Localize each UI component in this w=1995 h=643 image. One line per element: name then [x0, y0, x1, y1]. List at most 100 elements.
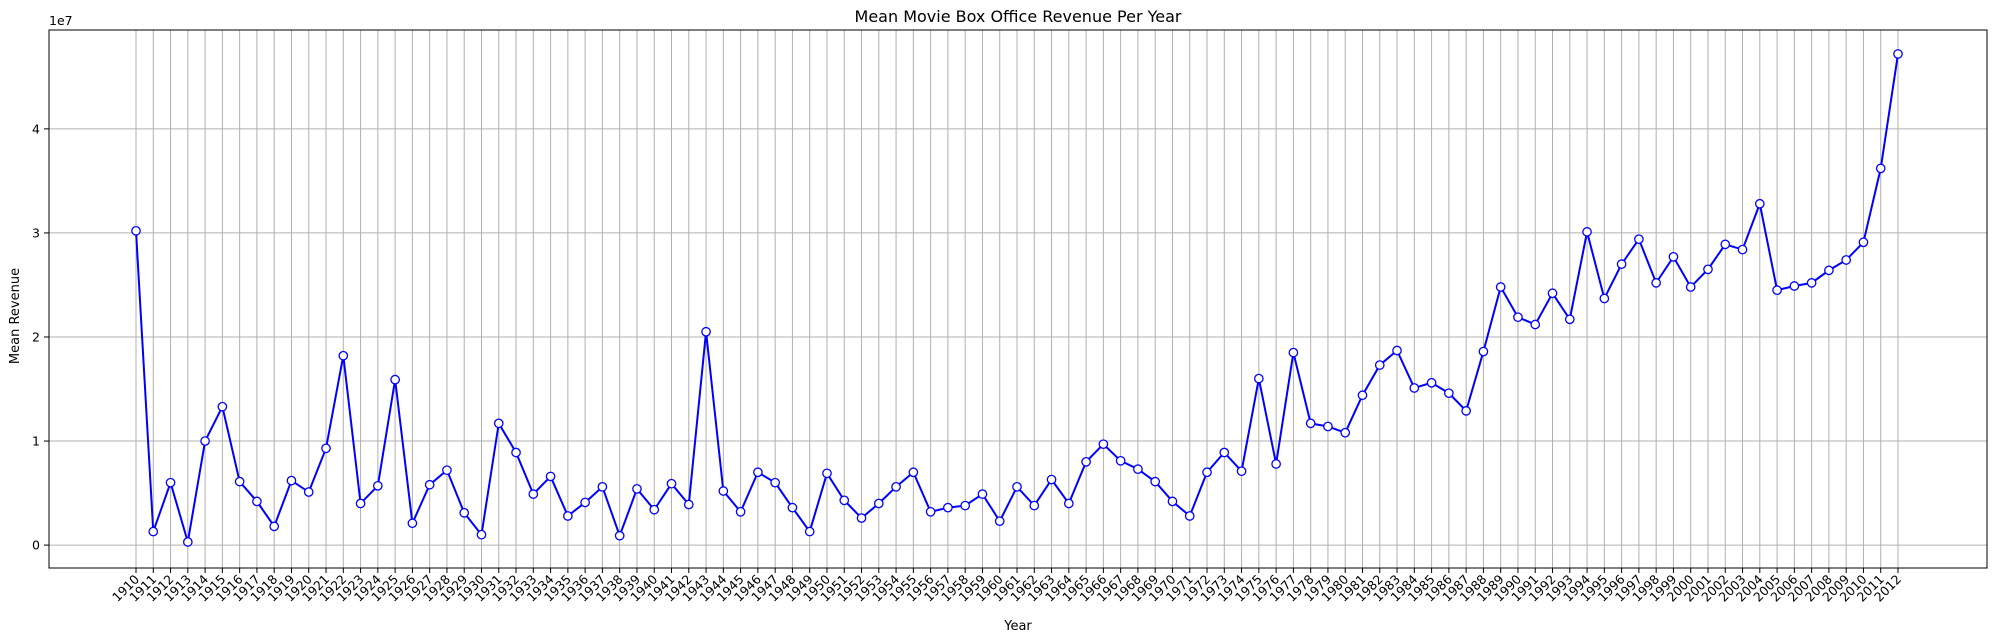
data-point: [1357, 390, 1368, 401]
data-point: [1634, 234, 1644, 245]
data-point: [856, 513, 867, 523]
y-tick-label: 0: [32, 538, 40, 553]
data-point: [1219, 447, 1230, 458]
y-axis-label: Mean Revenue: [8, 268, 23, 364]
data-point: [1875, 163, 1886, 174]
data-point: [1668, 252, 1679, 262]
data-point: [925, 506, 936, 517]
data-point: [321, 443, 331, 454]
y-tick-label: 4: [32, 121, 40, 136]
series-revenue: [131, 49, 1903, 547]
data-point: [1703, 264, 1713, 275]
data-point: [1323, 421, 1333, 432]
data-point: [182, 537, 193, 547]
data-point: [442, 465, 452, 476]
data-point: [131, 225, 141, 236]
data-point: [1495, 282, 1506, 292]
data-point: [148, 526, 159, 537]
data-point: [1288, 347, 1299, 358]
data-point: [1305, 418, 1316, 429]
data-point: [753, 467, 763, 478]
data-point: [1806, 278, 1817, 288]
data-point: [632, 484, 642, 494]
data-point: [977, 489, 988, 499]
data-point: [701, 326, 711, 337]
data-point: [528, 489, 539, 499]
data-point: [822, 468, 832, 479]
data-point: [735, 506, 746, 517]
data-point: [1063, 498, 1074, 509]
data-point: [476, 529, 487, 540]
plot-frame: [48, 29, 1988, 569]
data-point: [891, 481, 901, 492]
data-point: [1115, 455, 1126, 466]
data-point: [303, 487, 314, 497]
data-point: [1167, 496, 1178, 507]
data-point: [1893, 49, 1903, 59]
data-point: [649, 504, 660, 515]
data-point: [787, 502, 798, 513]
data-point: [269, 521, 280, 532]
y-tick-label: 1: [32, 434, 40, 449]
data-point: [908, 467, 919, 478]
data-point: [1478, 346, 1489, 357]
data-point: [1340, 427, 1351, 438]
data-point: [511, 447, 521, 458]
data-point: [1789, 281, 1800, 291]
data-point: [1444, 388, 1454, 399]
data-point: [994, 516, 1005, 527]
data-point: [1599, 293, 1610, 304]
data-point: [1133, 464, 1143, 474]
data-point: [1754, 198, 1765, 209]
data-point: [563, 511, 573, 521]
data-point: [1426, 377, 1437, 388]
data-point: [1046, 474, 1057, 485]
data-point: [666, 478, 677, 489]
data-point: [1720, 239, 1731, 250]
data-point: [165, 477, 176, 488]
data-point: [200, 436, 210, 446]
data-point: [804, 526, 815, 537]
data-point: [1081, 457, 1091, 467]
data-point: [1772, 285, 1782, 296]
data-point: [407, 518, 418, 529]
data-point: [424, 479, 435, 490]
data-point: [1685, 282, 1696, 292]
data-point: [390, 374, 400, 385]
data-point: [1858, 237, 1869, 248]
data-point: [683, 499, 694, 510]
data-point: [1461, 406, 1471, 416]
data-point: [943, 502, 953, 513]
x-axis-label: Year: [1003, 619, 1032, 634]
data-point: [493, 418, 504, 429]
y-offset-label: 1e7: [49, 13, 73, 28]
data-point: [355, 498, 366, 509]
data-point: [1271, 459, 1281, 469]
data-point: [1824, 265, 1834, 276]
data-point: [873, 498, 884, 509]
data-point: [1530, 319, 1541, 330]
data-point: [545, 471, 556, 482]
data-point: [1616, 259, 1627, 269]
data-point: [459, 507, 470, 518]
data-point: [1513, 312, 1523, 323]
y-tick-label: 2: [32, 329, 40, 344]
data-point: [718, 486, 729, 496]
data-point: [1547, 288, 1558, 299]
data-point: [1202, 467, 1212, 478]
data-point: [1012, 481, 1022, 492]
data-point: [1737, 244, 1748, 255]
data-point: [1374, 360, 1385, 370]
data-point: [1253, 373, 1264, 384]
data-point: [1236, 466, 1247, 477]
axis-ticks: 1910191119121913191419151916191719181919…: [32, 121, 1904, 604]
data-point: [1841, 255, 1852, 265]
data-point: [1150, 476, 1161, 487]
data-point: [217, 401, 228, 412]
data-point: [580, 497, 590, 508]
data-point: [1392, 345, 1402, 356]
data-point: [286, 475, 297, 486]
data-point: [960, 500, 971, 511]
data-point: [1651, 278, 1662, 288]
